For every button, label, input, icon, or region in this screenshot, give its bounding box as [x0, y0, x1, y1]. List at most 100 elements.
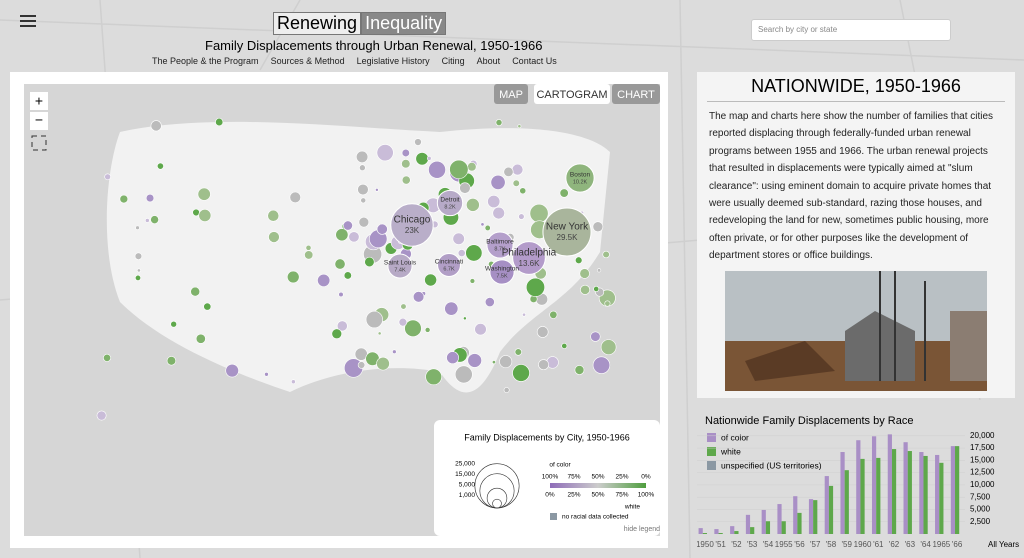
city-bubble	[484, 297, 495, 307]
color-bottom-tick: 0%	[545, 492, 555, 499]
city-name: Washington	[485, 266, 519, 273]
city-bubble	[425, 368, 442, 386]
city-bubble	[538, 359, 549, 371]
city-bubble	[104, 173, 111, 181]
bar	[907, 451, 912, 534]
city-bubble	[335, 228, 349, 242]
city-bubble	[525, 277, 545, 297]
city-value: 8.2K	[444, 204, 456, 210]
x-tick-label: 1950	[697, 540, 714, 549]
x-tick-label: '56	[794, 540, 805, 549]
view-button[interactable]: CHART	[612, 84, 660, 104]
view-button[interactable]: CARTOGRAM	[534, 84, 610, 104]
city-bubble	[499, 355, 513, 369]
legend-swatch	[707, 433, 716, 442]
menu-button[interactable]	[20, 14, 36, 33]
zoom-out[interactable]: −	[30, 112, 48, 130]
zoom-in[interactable]: +	[30, 92, 48, 110]
nav-link[interactable]: Citing	[441, 56, 465, 66]
color-legend-bottom-title: white	[624, 504, 641, 511]
city-bubble	[503, 166, 514, 177]
bar	[876, 457, 881, 534]
color-top-tick: 0%	[641, 474, 651, 481]
size-legend-circle	[492, 498, 502, 509]
city-bubble	[359, 164, 366, 172]
nav-link[interactable]: Sources & Method	[270, 56, 345, 66]
y-tick-label: 5,000	[970, 505, 991, 514]
nav-link[interactable]: About	[476, 56, 501, 66]
city-bubble	[522, 312, 526, 317]
y-tick-label: 15,000	[970, 455, 995, 464]
size-legend-label: 1,000	[459, 492, 476, 499]
city-bubble	[580, 284, 591, 295]
city-bubble[interactable]	[512, 241, 546, 275]
city-bubble	[459, 182, 471, 194]
city-bubble	[334, 258, 346, 270]
zoom-in-label: +	[35, 93, 43, 109]
city-bubble[interactable]	[542, 207, 592, 257]
city-bubble[interactable]	[437, 253, 461, 277]
city-bubble	[401, 175, 411, 185]
nav-link[interactable]: Contact Us	[512, 56, 557, 66]
city-bubble	[491, 360, 496, 365]
city-bubble	[134, 252, 143, 260]
city-bubble	[136, 268, 141, 273]
bar	[856, 440, 861, 534]
city-name: Saint Louis	[384, 260, 417, 267]
city-bubble	[317, 273, 331, 287]
fullscreen-button[interactable]	[31, 135, 47, 151]
city-bubble	[291, 379, 296, 385]
bar	[777, 504, 782, 534]
view-button[interactable]: MAP	[494, 84, 528, 104]
all-years-label[interactable]: All Years	[988, 540, 1019, 549]
city-bubble	[592, 356, 611, 374]
city-bubble	[444, 301, 459, 316]
city-value: 29.5K	[557, 233, 579, 242]
bar	[860, 458, 865, 534]
city-bubble	[197, 187, 211, 201]
city-bubble	[135, 225, 140, 230]
city-bubble	[484, 224, 491, 232]
city-bubble[interactable]	[489, 259, 515, 285]
x-tick-label: '59	[842, 540, 853, 549]
city-name: Baltimore	[486, 239, 514, 246]
city-bubble	[198, 209, 212, 222]
x-tick-label: '53	[747, 540, 758, 549]
bar	[903, 442, 908, 534]
city-bubble	[600, 339, 617, 355]
city-bubble	[412, 291, 425, 303]
city-bubble	[467, 162, 477, 172]
bar	[698, 528, 703, 534]
city-bubble	[512, 364, 530, 382]
site-title[interactable]: Renewing Inequality	[273, 12, 447, 35]
y-tick-label: 17,500	[970, 443, 995, 452]
city-bubble	[338, 291, 344, 298]
bar	[939, 462, 944, 534]
city-bubble[interactable]	[565, 163, 595, 193]
city-bubble[interactable]	[486, 231, 514, 259]
nav-link[interactable]: The People & the Program	[152, 56, 259, 66]
city-bubble	[574, 365, 585, 375]
city-bubble	[119, 194, 129, 204]
city-bubble[interactable]	[387, 253, 413, 279]
subtitle: Family Displacements through Urban Renew…	[205, 38, 543, 53]
city-name: Detroit	[440, 197, 459, 204]
city-bubble	[134, 274, 141, 281]
search-input[interactable]: Search by city or state	[751, 19, 951, 41]
hide-legend[interactable]: hide legend	[624, 526, 660, 533]
city-bubble	[268, 231, 280, 243]
city-name: Philadelphia	[502, 248, 557, 259]
city-bubble	[215, 117, 224, 127]
city-bubble	[592, 221, 604, 233]
color-bottom-tick: 75%	[615, 492, 628, 499]
bar	[797, 512, 802, 534]
x-tick-label: '51	[715, 540, 726, 549]
nav-link[interactable]: Legislative History	[356, 56, 430, 66]
city-bubble[interactable]	[390, 203, 434, 247]
city-bubble	[156, 162, 164, 170]
city-bubble	[604, 300, 611, 307]
city-bubble[interactable]	[436, 189, 464, 217]
bar	[923, 455, 928, 534]
